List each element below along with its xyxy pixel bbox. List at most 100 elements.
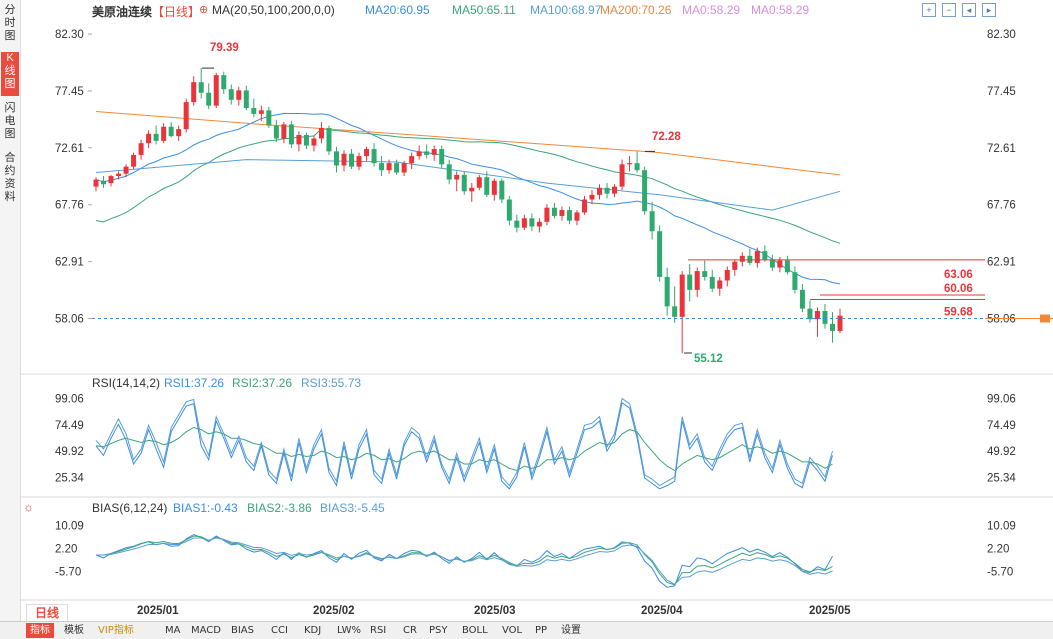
indicator--btn1[interactable]: 模板	[64, 625, 84, 636]
rsi-tick-right: 99.06	[987, 393, 1016, 405]
indicator-lw-button[interactable]: LW%	[337, 625, 362, 636]
candle-body	[326, 127, 332, 152]
candle-body	[333, 151, 339, 166]
bias2-line	[96, 535, 833, 586]
candle-body	[551, 207, 557, 216]
candle-body	[93, 179, 99, 187]
x-tick-label: 2025/03	[474, 605, 516, 617]
candle-body	[416, 151, 422, 157]
indicator-kdj-button[interactable]: KDJ	[304, 625, 322, 636]
candle-body	[544, 207, 550, 222]
tab-lightning[interactable]: 闪电图	[4, 102, 16, 140]
candle-body	[296, 134, 302, 145]
candle-body	[311, 138, 317, 146]
high-label: 79.39	[210, 42, 239, 54]
zoom-in-icon[interactable]: +	[922, 3, 936, 17]
candle-body	[679, 274, 685, 317]
candle-body	[266, 110, 272, 126]
indicator-boll-button[interactable]: BOLL	[462, 625, 488, 636]
period-label[interactable]: 【日线】	[152, 5, 201, 19]
candle-body	[341, 153, 347, 166]
candle-body	[371, 149, 377, 164]
candle-body	[529, 218, 535, 227]
candle-body	[161, 126, 167, 141]
candle-body	[536, 221, 542, 227]
rsi-tick-left: 99.06	[55, 393, 84, 405]
rsi-tick-left: 49.92	[55, 446, 84, 458]
indicator-psy-button[interactable]: PSY	[429, 625, 448, 636]
y-tick-right: 58.06	[987, 313, 1016, 325]
candle-body	[574, 212, 580, 221]
candle-body	[566, 210, 572, 221]
ma20-value: MA20:60.95	[365, 3, 430, 17]
sun-icon[interactable]: ☼	[23, 500, 34, 514]
settings-circle-icon[interactable]: ⊕	[199, 4, 209, 16]
candle-body	[792, 272, 798, 290]
indicator-bias-button[interactable]: BIAS	[231, 625, 254, 636]
ma-params[interactable]: MA(20,50,100,200,0,0)	[212, 3, 335, 17]
candle-body	[822, 310, 828, 324]
tab-contract-info[interactable]: 合约资料	[4, 152, 16, 203]
indicator-vip-btn2[interactable]: VIP指标	[98, 625, 134, 636]
candle-body	[221, 75, 227, 90]
x-tick-label: 2025/04	[641, 605, 683, 617]
candle-body	[176, 129, 182, 137]
candle-body	[476, 177, 482, 188]
bias1-legend: BIAS1:-0.43	[173, 501, 238, 515]
ma50-value: MA50:65.11	[452, 3, 516, 17]
ma200-line	[95, 111, 841, 176]
ma0-value-2: MA0:58.29	[751, 3, 810, 17]
indicator-ma-button[interactable]: MA	[165, 625, 181, 636]
move-right-icon[interactable]: ▸	[982, 3, 996, 17]
candle-body	[439, 149, 445, 165]
candle-body	[401, 163, 407, 173]
period-tab-daily[interactable]: 日线	[26, 604, 68, 622]
candle-body	[784, 260, 790, 273]
candle-body	[131, 154, 137, 167]
candle-body	[101, 180, 107, 185]
candle-body	[521, 218, 527, 228]
candle-body	[251, 108, 257, 114]
candle-body	[379, 163, 385, 171]
indicator-macd-button[interactable]: MACD	[191, 625, 221, 636]
indicator--btn15[interactable]: 设置	[561, 625, 581, 636]
candle-body	[318, 127, 324, 139]
ma100-line	[95, 159, 841, 211]
bias-tick-right: 10.09	[987, 520, 1016, 532]
bias-tick-left: 2.20	[55, 544, 77, 556]
x-tick-label: 2025/01	[137, 605, 179, 617]
candle-body	[739, 255, 745, 262]
rsi-title: RSI(14,14,2)	[92, 376, 161, 390]
indicator-rsi-button[interactable]: RSI	[370, 625, 387, 636]
indicator-vol-button[interactable]: VOL	[502, 625, 523, 636]
hline-label: 60.06	[944, 283, 973, 295]
bias2-legend: BIAS2:-3.86	[247, 501, 312, 515]
candle-body	[807, 308, 813, 320]
candle-body	[461, 174, 467, 192]
candle-body	[153, 133, 159, 141]
candle-body	[829, 323, 835, 331]
candle-body	[191, 82, 197, 103]
zoom-out-icon[interactable]: −	[942, 3, 956, 17]
candle-body	[589, 194, 595, 200]
tab-time-share[interactable]: 分时图	[4, 4, 16, 42]
indicator--btn0[interactable]: 指标	[26, 623, 54, 638]
indicator-cr-button[interactable]: CR	[403, 625, 417, 636]
indicator-pp-button[interactable]: PP	[535, 625, 548, 636]
x-tick-label: 2025/05	[809, 605, 851, 617]
move-left-icon[interactable]: ◂	[962, 3, 976, 17]
tab-kline[interactable]: K线图	[1, 52, 19, 96]
sidebar: 分时图 K线图 闪电图 合约资料	[0, 0, 21, 622]
candle-body	[356, 156, 362, 167]
candle-body	[642, 170, 648, 212]
indicator-bar: 指标 模板 VIP指标 MA MACD BIAS CCI KDJ LW% RSI CR PSY BOLL…	[0, 621, 1053, 639]
candle-body	[228, 89, 234, 100]
rsi3-legend: RSI3:55.73	[301, 376, 362, 390]
candle-body	[108, 176, 114, 184]
indicator-cci-button[interactable]: CCI	[271, 625, 288, 636]
candle-body	[634, 163, 640, 171]
candle-body	[649, 211, 655, 232]
candle-body	[702, 271, 708, 277]
candle-body	[288, 124, 294, 145]
